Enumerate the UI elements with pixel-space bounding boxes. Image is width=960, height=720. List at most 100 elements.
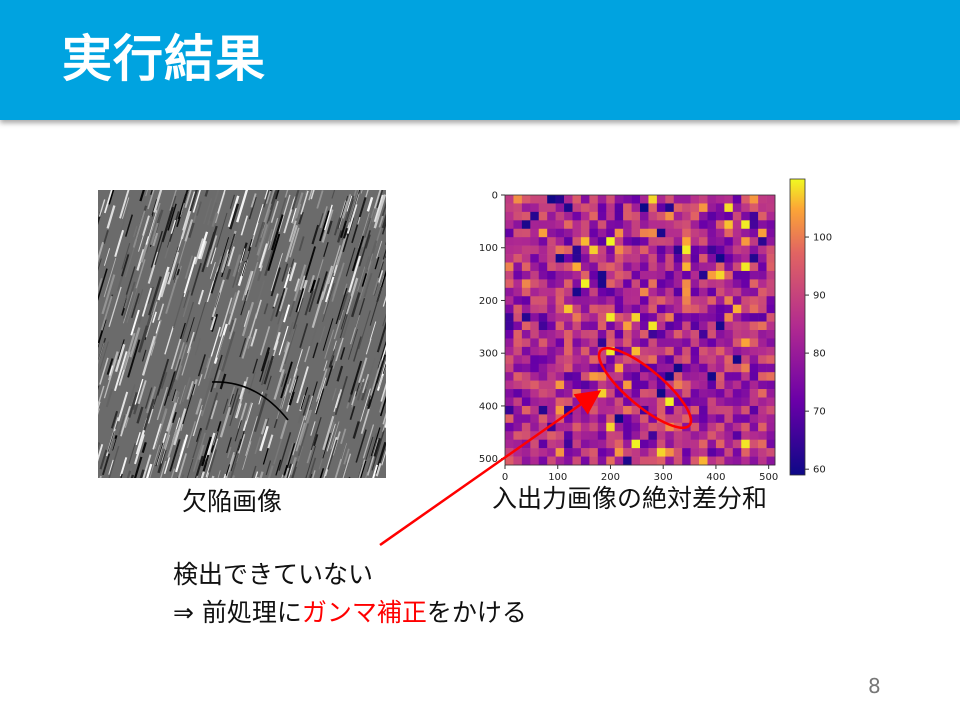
heatmap-cell: [513, 405, 523, 415]
texture-streak: [349, 405, 356, 421]
heatmap-cell: [682, 270, 691, 280]
heatmap-cell: [580, 287, 590, 297]
heatmap-cell: [606, 330, 615, 339]
heatmap-cell: [640, 245, 649, 255]
heatmap-cell: [690, 279, 700, 289]
heatmap-cell: [572, 195, 582, 204]
heatmap-cell: [741, 405, 750, 415]
heatmap-cell: [606, 363, 615, 373]
heatmap-cell: [682, 203, 691, 213]
heatmap-cell: [555, 397, 565, 407]
texture-streak: [239, 381, 247, 400]
heatmap-cell: [597, 321, 607, 331]
heatmap-cell: [640, 456, 649, 466]
heatmap-cell: [623, 245, 632, 255]
heatmap-cell: [580, 397, 590, 407]
heatmap-cell: [572, 372, 582, 381]
texture-streak: [171, 389, 177, 402]
texture-streak: [241, 336, 251, 359]
texture-streak: [366, 196, 374, 212]
heatmap-cell: [749, 380, 759, 390]
texture-streak: [304, 290, 314, 316]
heatmap-cell: [648, 346, 658, 356]
texture-streak: [211, 212, 218, 228]
texture-streak: [358, 459, 366, 478]
heatmap-cell: [699, 321, 708, 331]
heatmap-cell: [682, 262, 691, 272]
heatmap-cell: [648, 228, 658, 238]
texture-streak: [227, 195, 240, 228]
heatmap-cell: [530, 330, 540, 339]
heatmap-cell: [741, 237, 750, 246]
texture-streak: [283, 340, 290, 353]
texture-streak: [331, 262, 345, 302]
heatmap-cell: [589, 195, 599, 204]
heatmap-cell: [673, 313, 683, 322]
texture-streak: [226, 233, 236, 258]
texture-streak: [188, 222, 195, 238]
texture-streak: [134, 378, 144, 405]
heatmap-cell: [589, 355, 599, 365]
texture-streak: [156, 386, 168, 421]
heatmap-cell: [699, 228, 708, 238]
heatmap-cell: [505, 439, 514, 449]
heatmap-cell: [690, 363, 700, 373]
heatmap-cell: [597, 439, 607, 449]
heatmap-cell: [530, 313, 540, 322]
texture-streak: [160, 271, 170, 298]
heatmap-cell: [564, 195, 573, 204]
texture-streak: [99, 341, 109, 370]
texture-streak: [365, 338, 372, 355]
heatmap-cell: [572, 287, 582, 297]
heatmap-cell: [741, 211, 750, 221]
heatmap-cell: [665, 211, 675, 221]
texture-streak: [135, 432, 141, 446]
heatmap-cell: [513, 372, 523, 381]
texture-streak: [146, 230, 154, 253]
heatmap-cell: [521, 346, 531, 356]
heatmap-cell: [555, 228, 565, 238]
heatmap-cell: [589, 220, 599, 230]
texture-streak: [241, 301, 255, 337]
texture-streak: [137, 289, 144, 305]
heatmap-cell: [732, 414, 742, 424]
heatmap-cell: [589, 363, 599, 373]
heatmap-cell: [589, 254, 599, 263]
heatmap-cells: [505, 195, 776, 466]
heatmap-cell: [589, 279, 599, 289]
heatmap-cell: [580, 372, 590, 381]
texture-streak: [166, 292, 175, 316]
texture-streak: [330, 349, 336, 361]
heatmap-cell: [631, 270, 641, 280]
heatmap-cell: [606, 414, 615, 424]
texture-streak: [378, 375, 384, 388]
heatmap-cell: [631, 380, 641, 390]
heatmap-cell: [699, 422, 708, 432]
heatmap-cell: [758, 287, 767, 297]
heatmap-cell: [732, 346, 742, 356]
texture-streak: [314, 377, 327, 414]
heatmap-cell: [547, 220, 556, 230]
heatmap-cell: [766, 228, 776, 238]
texture-streak: [186, 317, 195, 343]
texture-streak: [248, 196, 257, 220]
heatmap-cell: [530, 211, 540, 221]
heatmap-cell: [749, 397, 759, 407]
texture-streak: [362, 373, 370, 394]
texture-streak: [283, 384, 290, 399]
heatmap-cell: [665, 313, 675, 322]
heatmap-cell: [572, 338, 582, 348]
texture-streak: [264, 190, 270, 200]
heatmap-cell: [623, 254, 632, 263]
heatmap-cell: [547, 431, 556, 440]
texture-streak: [357, 266, 366, 292]
heatmap-cell: [749, 245, 759, 255]
texture-streak: [192, 432, 206, 472]
heatmap-cell: [673, 321, 683, 331]
heatmap-cell: [623, 279, 632, 289]
heatmap-cell: [656, 304, 666, 314]
note-line-2-prefix: ⇒ 前処理に: [173, 598, 302, 627]
heatmap-cell: [656, 220, 666, 230]
heatmap-cell: [538, 405, 548, 415]
y-tick-label: 100: [479, 243, 498, 254]
